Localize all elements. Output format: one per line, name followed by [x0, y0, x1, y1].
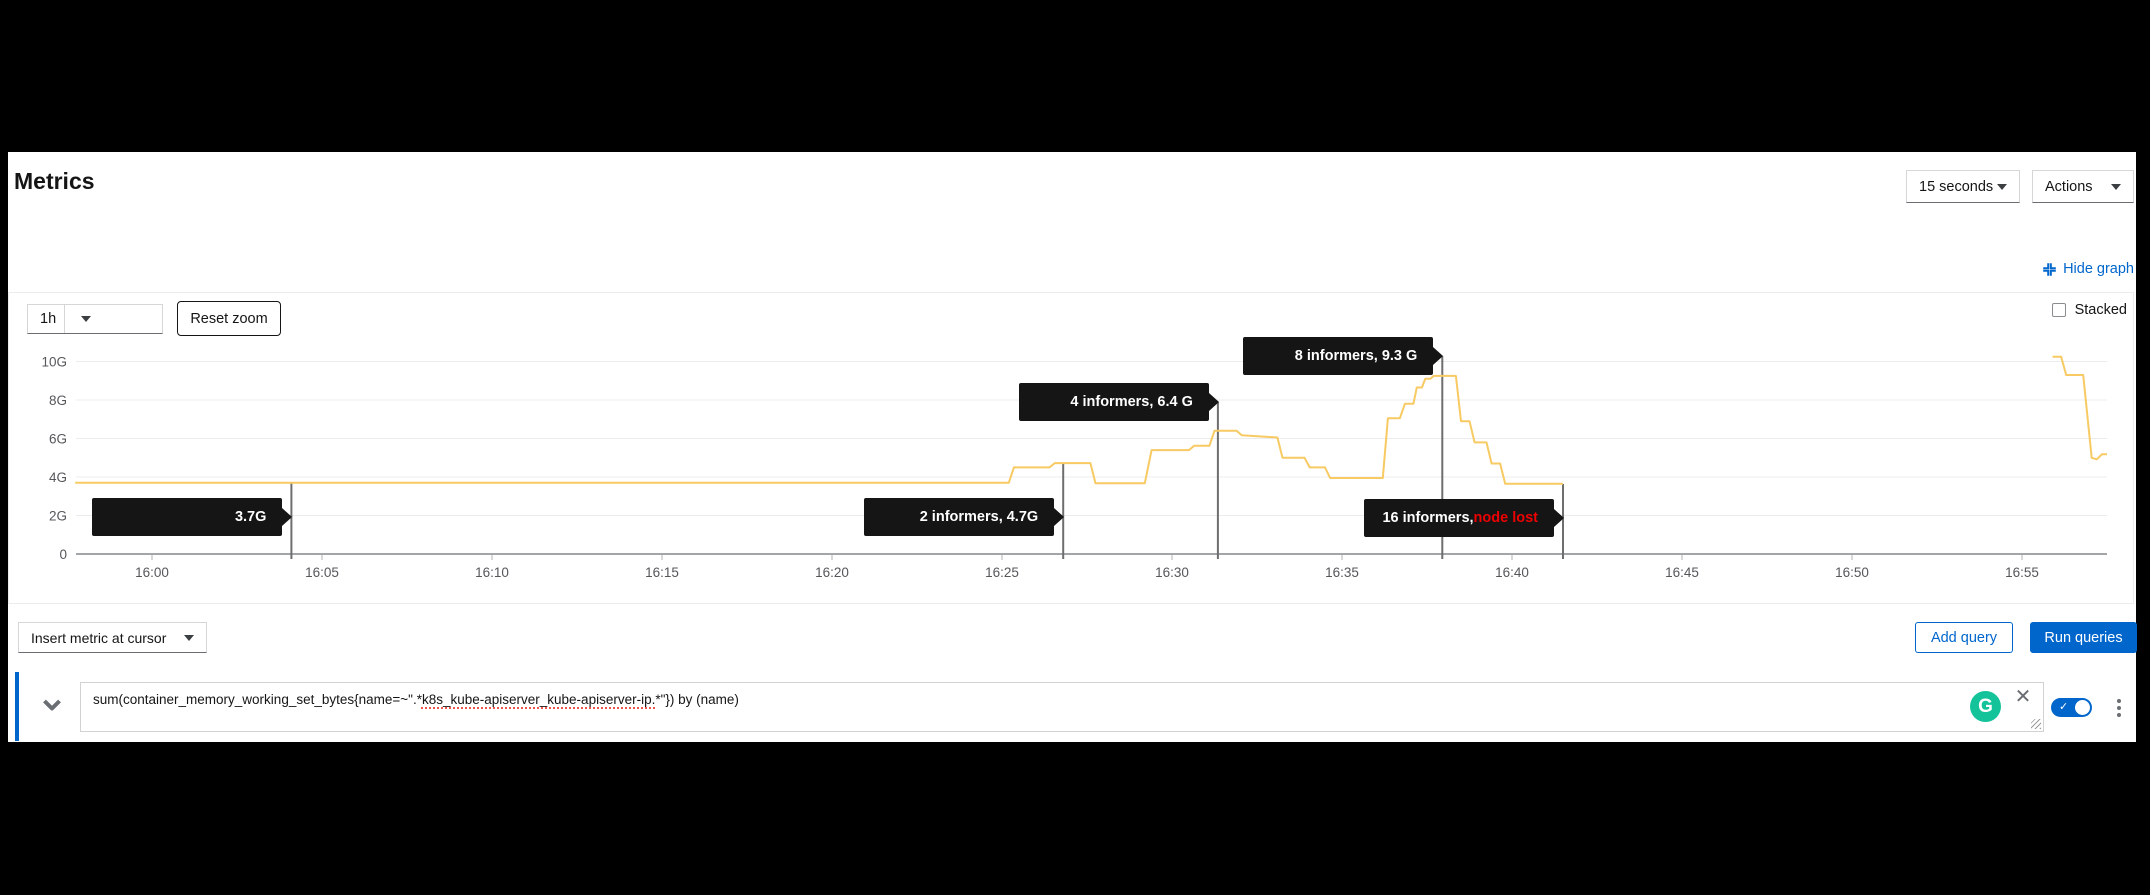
- hide-graph-label: Hide graph: [2063, 261, 2134, 277]
- chevron-down-icon: [43, 699, 61, 711]
- x-axis-tick-label: 16:50: [1835, 565, 1869, 580]
- chart-annotation-tooltip: 8 informers, 9.3 G: [1243, 337, 1434, 375]
- tooltip-arrow: [1554, 509, 1564, 527]
- stacked-checkbox[interactable]: [2051, 303, 2066, 317]
- actions-dropdown[interactable]: Actions: [2032, 170, 2134, 203]
- metric-series-line: [75, 374, 1563, 485]
- caret-down-icon: [1997, 183, 2007, 190]
- x-axis-tick-label: 16:30: [1155, 565, 1189, 580]
- chart-annotations-layer: 3.7G 2 informers, 4.7G 4 informers, 6.4 G 8…: [9, 293, 2135, 605]
- query-row: sum(container_memory_working_set_bytes{n…: [15, 672, 2136, 741]
- x-axis-tick-label: 16:15: [645, 565, 679, 580]
- query-text: *"}) by (name): [655, 692, 739, 707]
- annotation-accent-text: node lost: [1473, 510, 1538, 526]
- query-kebab-menu[interactable]: [2107, 695, 2131, 721]
- select-divider: [64, 305, 66, 333]
- graph-card: 1h Reset zoom Stacked 0 2G 4G 6G 8G 10G 16:00 1…: [8, 292, 2134, 604]
- stacked-label: Stacked: [2074, 302, 2127, 318]
- x-axis-tick-label: 16:05: [305, 565, 339, 580]
- add-query-button[interactable]: Add query: [1915, 622, 2013, 653]
- insert-metric-dropdown[interactable]: Insert metric at cursor: [18, 622, 207, 653]
- check-icon: ✓: [2059, 701, 2069, 713]
- dismiss-icon[interactable]: ✕: [2014, 686, 2032, 708]
- metric-series-line: [2052, 355, 2107, 461]
- chart-annotation-tooltip: 2 informers, 4.7G: [864, 498, 1055, 536]
- query-enabled-toggle[interactable]: ✓: [2051, 698, 2092, 717]
- y-axis-tick-label: 8G: [49, 393, 67, 408]
- toggle-knob: [2075, 700, 2090, 715]
- x-axis-tick-label: 16:10: [475, 565, 509, 580]
- y-axis-tick-label: 4G: [49, 470, 67, 485]
- actions-label: Actions: [2045, 178, 2093, 195]
- query-text: sum(container_memory_working_set_bytes{n…: [93, 692, 422, 707]
- y-axis-tick-label: 10G: [41, 355, 67, 370]
- tooltip-arrow: [282, 508, 293, 526]
- y-axis-tick-label: 0: [59, 547, 67, 562]
- timespan-value: 1h: [40, 311, 57, 327]
- stacked-control: Stacked: [2051, 302, 2127, 318]
- caret-down-icon: [184, 634, 194, 641]
- x-axis-tick-label: 16:35: [1325, 565, 1359, 580]
- y-axis-tick-label: 2G: [49, 509, 67, 524]
- metrics-page: Metrics 15 seconds Actions Hide graph 1h…: [8, 152, 2137, 742]
- chart-annotation-tooltip: 4 informers, 6.4 G: [1018, 383, 1209, 421]
- x-axis-tick-label: 16:55: [2005, 565, 2039, 580]
- x-axis-tick-label: 16:45: [1665, 565, 1699, 580]
- tooltip-arrow: [1054, 508, 1065, 526]
- caret-down-icon: [81, 316, 92, 322]
- compress-icon: [2043, 262, 2056, 276]
- grammarly-icon[interactable]: G: [1970, 691, 2001, 722]
- chart-annotation-tooltip: 16 informers, node lost: [1364, 499, 1554, 537]
- chart-annotation-tooltip: 3.7G: [92, 498, 283, 536]
- query-expression-input[interactable]: sum(container_memory_working_set_bytes{n…: [80, 682, 2044, 732]
- caret-down-icon: [2111, 183, 2121, 190]
- tooltip-arrow: [1433, 347, 1444, 365]
- x-axis-tick-label: 16:20: [815, 565, 849, 580]
- timespan-select[interactable]: 1h: [27, 304, 163, 334]
- reset-zoom-button[interactable]: Reset zoom: [177, 301, 281, 336]
- query-text-misspelled: k8s_kube-apiserver_kube-apiserver-ip.: [421, 692, 656, 707]
- polling-interval-value: 15 seconds: [1919, 178, 1994, 195]
- textarea-resize-handle[interactable]: [2031, 719, 2041, 729]
- polling-interval-select[interactable]: 15 seconds: [1906, 170, 2020, 203]
- x-axis-tick-label: 16:00: [135, 565, 169, 580]
- y-axis-tick-label: 6G: [49, 432, 67, 447]
- hide-graph-link[interactable]: Hide graph: [2042, 258, 2134, 280]
- tooltip-arrow: [1208, 393, 1219, 411]
- run-queries-button[interactable]: Run queries: [2030, 622, 2137, 653]
- page-title: Metrics: [14, 168, 95, 194]
- x-axis-tick-label: 16:40: [1495, 565, 1529, 580]
- x-axis-tick-label: 16:25: [985, 565, 1019, 580]
- query-expand-toggle[interactable]: [39, 696, 65, 718]
- insert-metric-label: Insert metric at cursor: [31, 629, 167, 646]
